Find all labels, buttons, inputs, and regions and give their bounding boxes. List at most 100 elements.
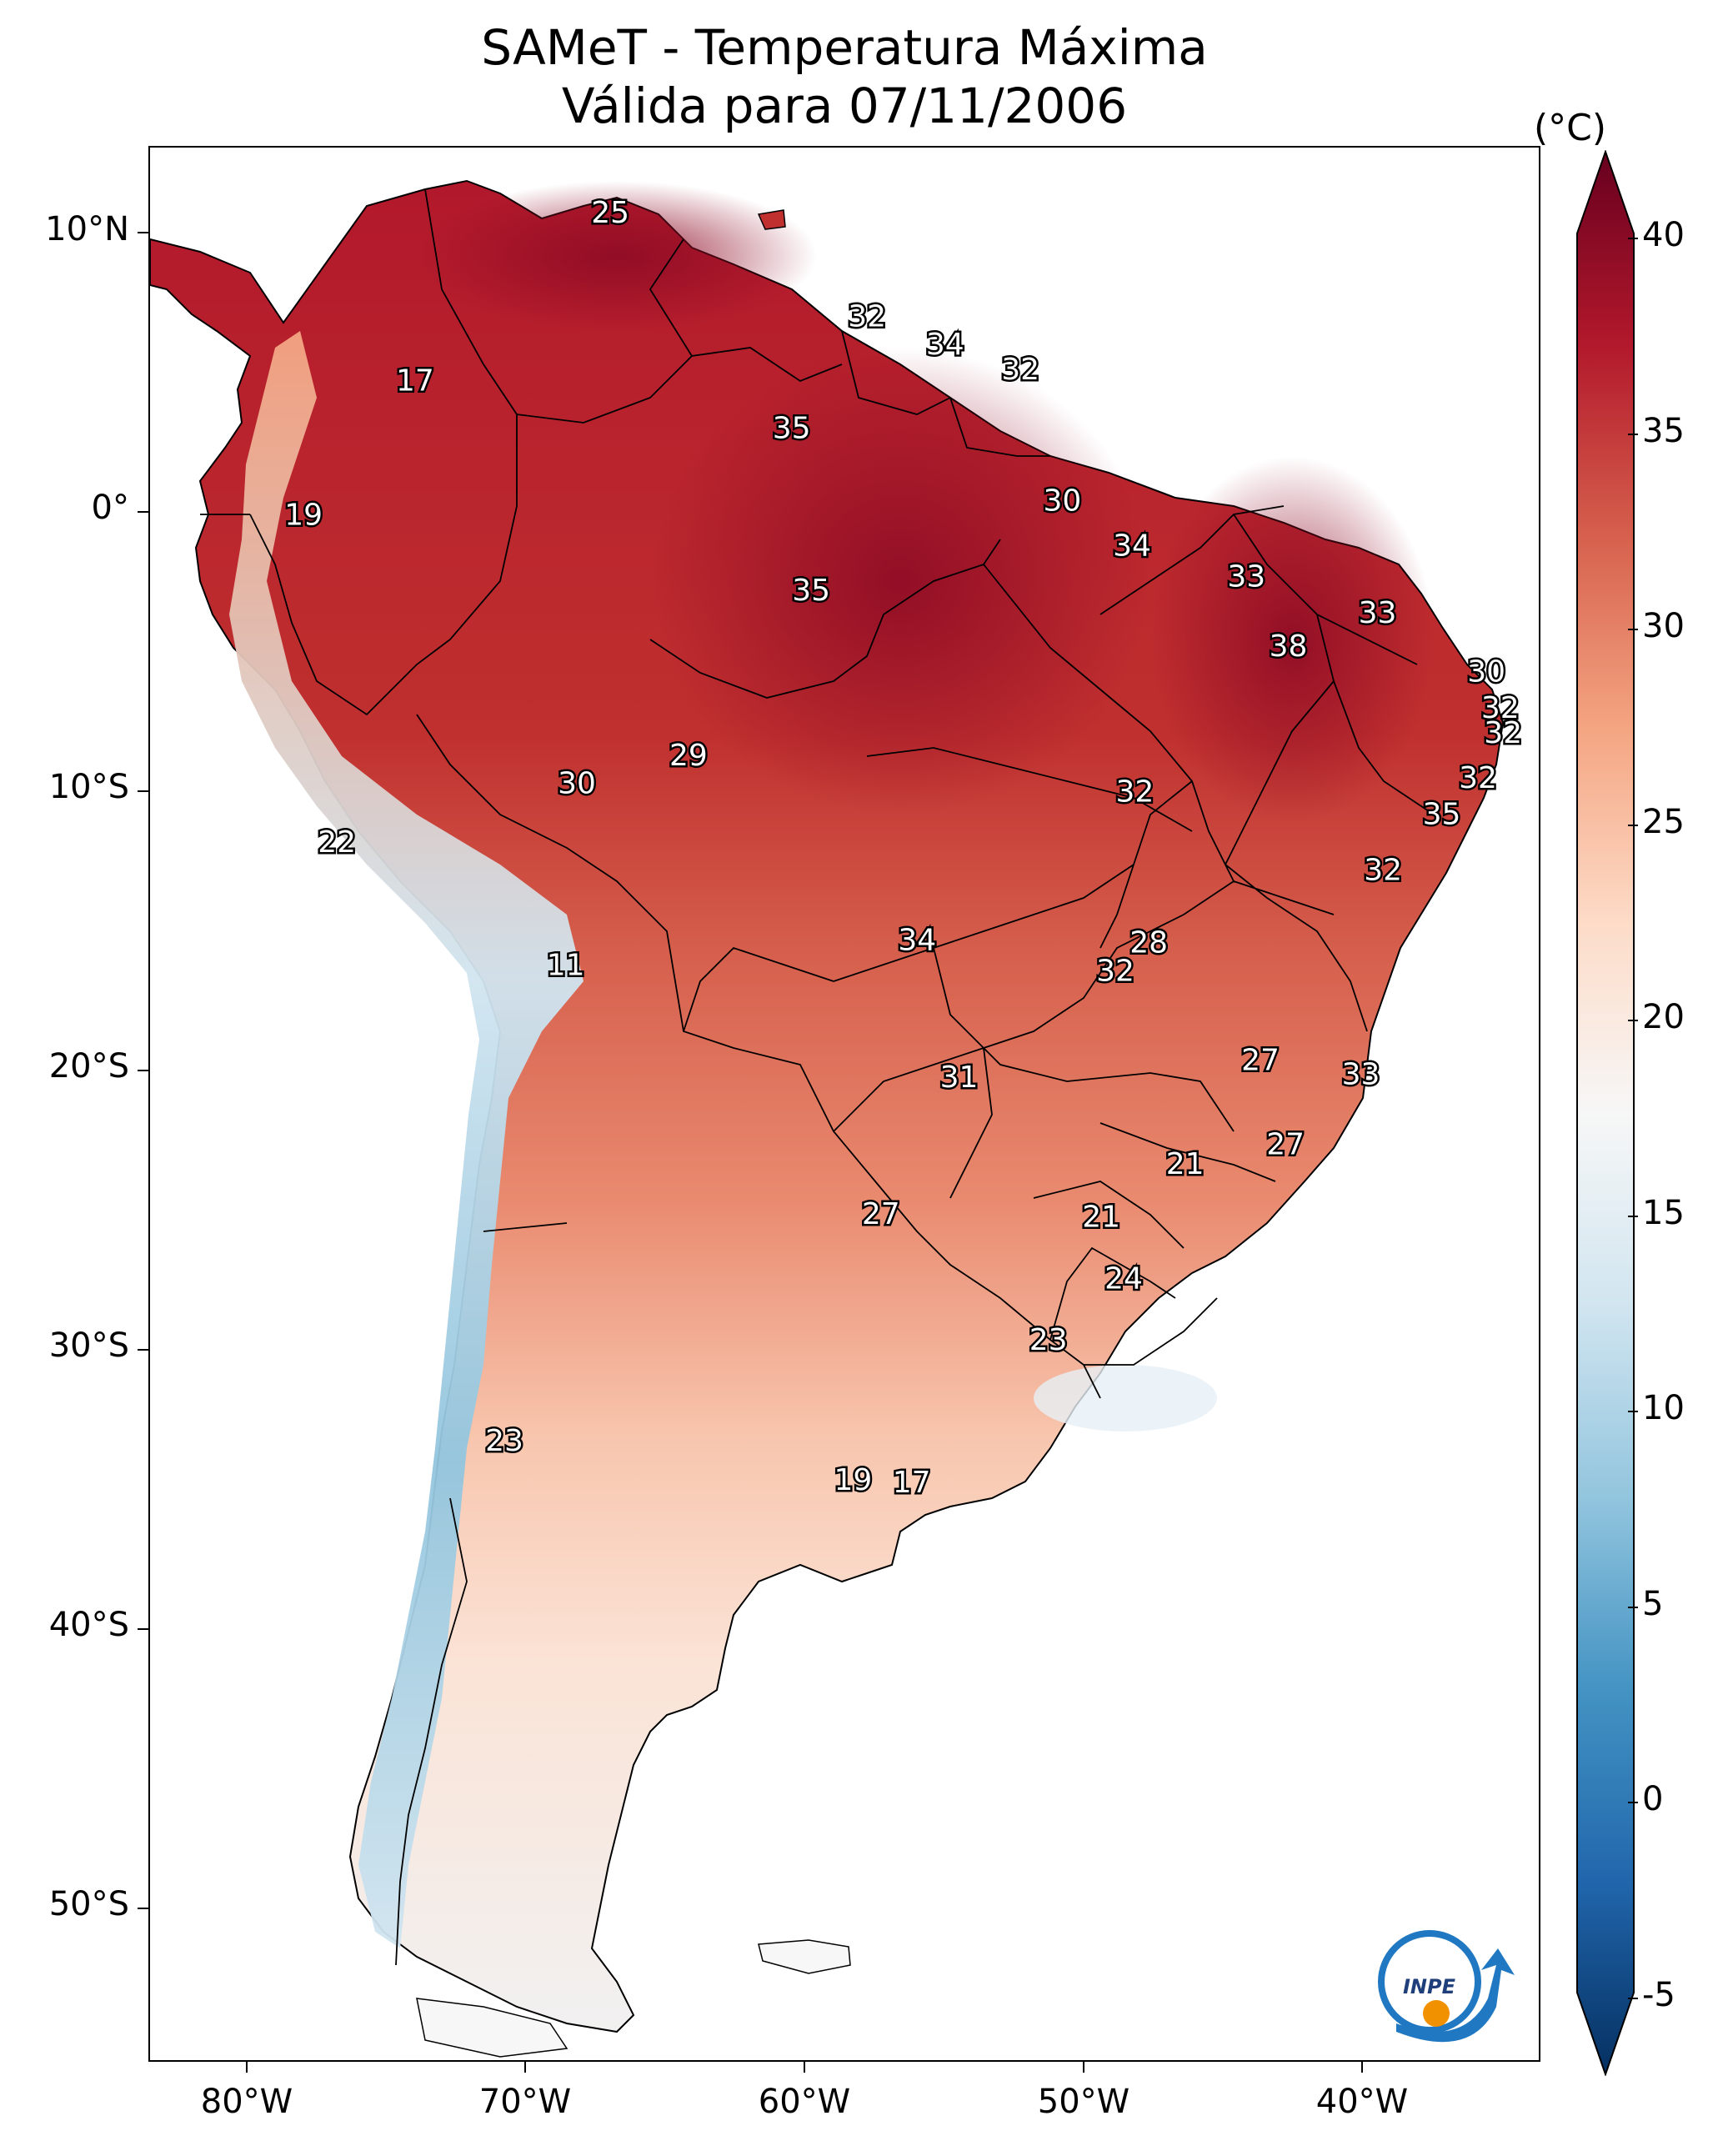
colorbar-tick <box>1628 1998 1638 1999</box>
colorbar-label-25: 25 <box>1642 803 1685 841</box>
map-subtitle: Válida para 07/11/2006 <box>561 78 1128 134</box>
temperature-value-label: 33 <box>1227 559 1265 594</box>
temperature-value-label: 35 <box>773 412 811 446</box>
temperature-value-label: 19 <box>284 499 323 533</box>
island-malvinas <box>758 1939 851 1974</box>
cool-spot-buenos-aires <box>1034 1365 1217 1431</box>
tierra-del-fuego <box>416 1998 568 2058</box>
temperature-value-label: 29 <box>669 739 708 773</box>
colorbar-label-5: 5 <box>1642 1585 1664 1623</box>
colorbar-tick <box>1628 238 1638 239</box>
temperature-value-label: 32 <box>848 299 886 333</box>
lon-tick <box>246 2062 248 2073</box>
temperature-value-label: 30 <box>1467 654 1505 689</box>
lon-label-70w: 70°W <box>478 2083 572 2121</box>
temperature-value-label: 38 <box>1270 629 1308 664</box>
colorbar-label-20: 20 <box>1642 998 1685 1036</box>
temperature-value-label: 28 <box>1129 926 1168 960</box>
lon-label-80w: 80°W <box>200 2083 293 2121</box>
temperature-value-label: 32 <box>1364 854 1402 888</box>
temperature-value-label: 25 <box>591 196 629 230</box>
colorbar-label-0: 0 <box>1642 1780 1664 1818</box>
colorbar-label-30: 30 <box>1642 607 1685 645</box>
colorbar-tick <box>1628 1607 1638 1608</box>
temperature-value-label: 23 <box>1029 1323 1068 1357</box>
temperature-value-label: 32 <box>1096 954 1134 988</box>
temperature-value-label: 32 <box>1459 761 1497 795</box>
temperature-value-label: 11 <box>547 949 585 983</box>
temperature-value-label: 21 <box>1082 1201 1120 1235</box>
colorbar-tick <box>1628 629 1638 630</box>
lat-tick <box>138 1628 148 1630</box>
lon-tick <box>1083 2062 1084 2073</box>
temperature-value-label: 33 <box>1342 1057 1380 1091</box>
temperature-value-label: 19 <box>834 1463 872 1497</box>
svg-text:INPE: INPE <box>1403 1975 1456 1998</box>
colorbar <box>1576 150 1635 2076</box>
country-borders <box>200 188 1435 1966</box>
colorbar-label-10: 10 <box>1642 1389 1685 1427</box>
temperature-value-label: 32 <box>1481 691 1520 725</box>
colorbar-label-40: 40 <box>1642 216 1685 254</box>
colorbar-gradient <box>1576 150 1635 2076</box>
inpe-logo: INPE <box>1378 1930 1515 2043</box>
colorbar-tick <box>1628 1020 1638 1021</box>
lat-tick <box>138 1070 148 1071</box>
colorbar-label-35: 35 <box>1642 412 1685 450</box>
temperature-value-label: 27 <box>1241 1044 1280 1078</box>
temperature-value-label: 23 <box>485 1424 523 1458</box>
temperature-value-label: 32 <box>1115 775 1154 810</box>
temperature-value-label: 32 <box>1484 716 1522 750</box>
temperature-value-label: 22 <box>318 825 356 860</box>
colorbar-label-15: 15 <box>1642 1194 1685 1232</box>
lat-label-10n: 10°N <box>45 210 129 248</box>
lon-tick <box>524 2062 526 2073</box>
temperature-value-label: 17 <box>893 1466 931 1500</box>
hot-region-venezuela <box>417 181 817 331</box>
temperature-value-label: 30 <box>1043 484 1081 519</box>
hot-region-amazon <box>650 348 1150 815</box>
temperature-value-label: 27 <box>862 1197 900 1231</box>
lon-label-40w: 40°W <box>1315 2083 1409 2121</box>
colorbar-label-minus5: -5 <box>1642 1976 1675 2014</box>
map-title: SAMeT - Temperatura Máxima <box>481 19 1208 76</box>
temperature-value-label: 34 <box>1113 529 1151 563</box>
map-panel: 25 17 19 32 34 32 35 30 34 35 33 33 38 30 32 32 29 30 32 32… <box>148 146 1540 2062</box>
temperature-value-label: 32 <box>1001 353 1039 387</box>
temperature-value-label: 17 <box>396 364 434 398</box>
temperature-value-label: 31 <box>940 1060 979 1095</box>
lon-label-50w: 50°W <box>1037 2083 1130 2121</box>
island-caribbean <box>757 209 786 230</box>
temperature-value-label: 35 <box>1423 797 1461 831</box>
lon-tick <box>804 2062 805 2073</box>
lat-label-50s: 50°S <box>48 1885 129 1923</box>
temperature-value-label: 33 <box>1359 596 1397 630</box>
lat-tick <box>138 790 148 792</box>
colorbar-tick <box>1628 1216 1638 1217</box>
temperature-value-label: 27 <box>1266 1127 1305 1161</box>
lat-label-0: 0° <box>91 489 129 527</box>
lat-label-10s: 10°S <box>48 768 129 806</box>
andes-cool-band <box>229 331 584 1948</box>
colorbar-tick <box>1628 1411 1638 1412</box>
temperature-value-label: 35 <box>792 574 830 608</box>
lon-label-60w: 60°W <box>758 2083 851 2121</box>
lat-tick <box>138 511 148 513</box>
lat-tick <box>138 1908 148 1909</box>
colorbar-tick <box>1628 825 1638 826</box>
temperature-value-label: 24 <box>1104 1261 1143 1296</box>
lat-tick <box>138 1349 148 1351</box>
colorbar-unit: (°C) <box>1534 107 1607 149</box>
colorbar-tick <box>1628 1802 1638 1803</box>
hot-region-northeast <box>1150 456 1434 823</box>
lat-label-30s: 30°S <box>48 1326 129 1365</box>
temperature-value-label: 30 <box>558 767 596 801</box>
lat-label-20s: 20°S <box>48 1047 129 1086</box>
temperature-value-label: 21 <box>1166 1147 1205 1181</box>
lat-tick <box>138 232 148 233</box>
temperature-value-label: 34 <box>926 328 964 362</box>
lat-label-40s: 40°S <box>48 1606 129 1644</box>
lon-tick <box>1361 2062 1363 2073</box>
